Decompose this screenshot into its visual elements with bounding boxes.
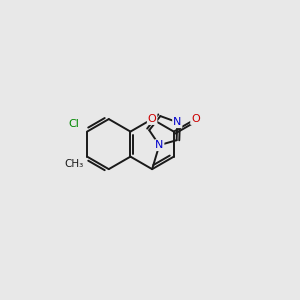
Text: Cl: Cl [68, 119, 79, 129]
Text: N: N [173, 117, 182, 127]
Text: CH₃: CH₃ [64, 159, 83, 169]
Text: O: O [148, 114, 157, 124]
Text: O: O [191, 114, 200, 124]
Text: N: N [155, 140, 164, 150]
